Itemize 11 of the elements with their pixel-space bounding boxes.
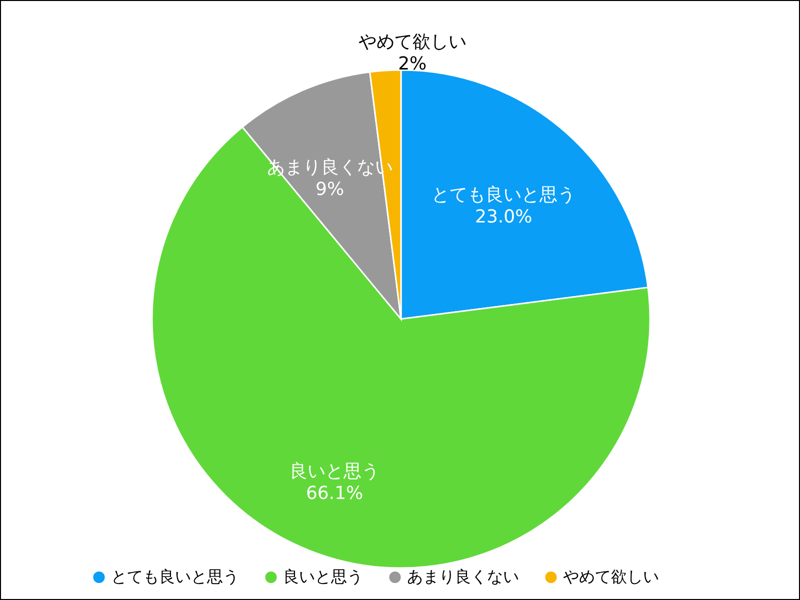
legend-label: 良いと思う xyxy=(283,567,363,586)
slice-label: とても良いと思う xyxy=(432,184,576,206)
data-label: 2% xyxy=(398,54,427,75)
slice-label: やめて欲しい xyxy=(358,32,466,53)
legend-label: やめて欲しい xyxy=(563,567,659,586)
legend-label: あまり良くない xyxy=(407,567,519,586)
data-label: 66.1% xyxy=(306,482,364,504)
legend-label: とても良いと思う xyxy=(111,567,239,586)
data-label: 9% xyxy=(316,179,344,200)
data-label: 23.0% xyxy=(474,206,532,228)
slice-label: 良いと思う xyxy=(290,460,380,482)
